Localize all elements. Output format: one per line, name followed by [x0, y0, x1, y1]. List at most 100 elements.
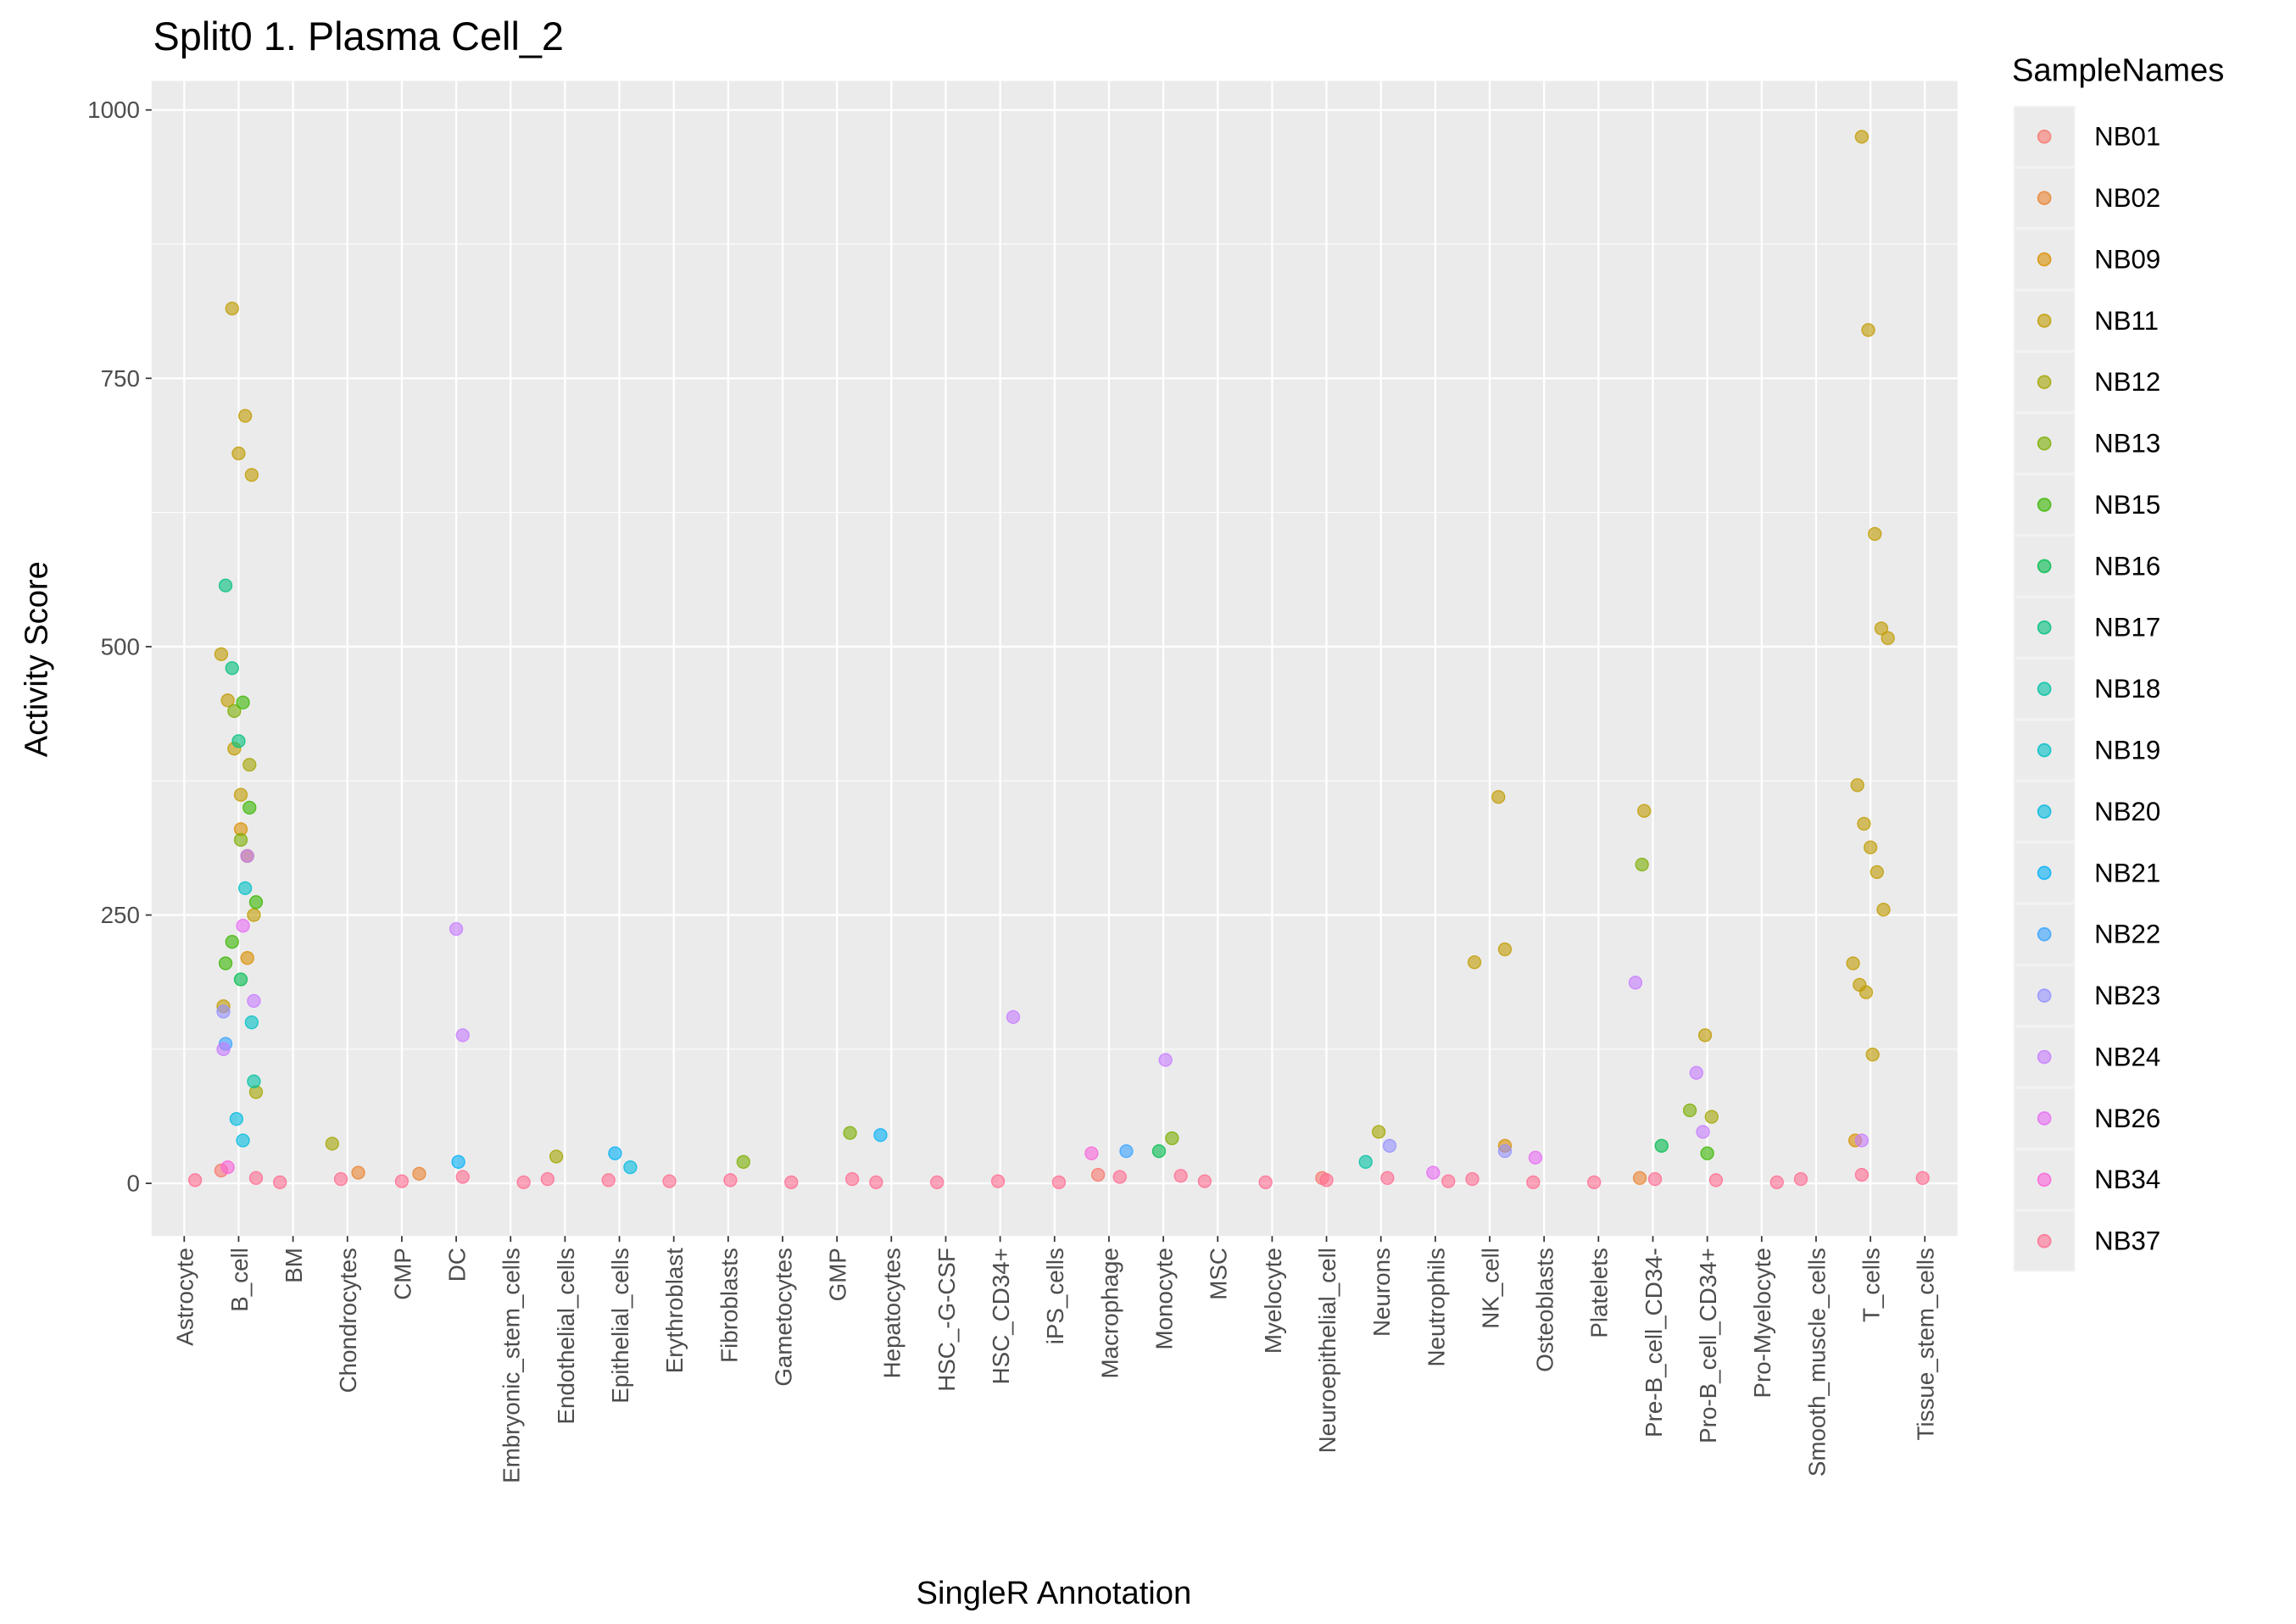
legend-marker [2037, 252, 2052, 267]
point [236, 695, 250, 709]
point [394, 1174, 410, 1188]
point [723, 1173, 738, 1187]
legend-label: NB02 [2094, 183, 2160, 213]
x-tick-label: CMP [389, 1248, 415, 1300]
point [240, 951, 254, 965]
point [237, 409, 253, 423]
point [229, 1111, 244, 1126]
y-tick-label: 1000 [87, 97, 140, 123]
point [1704, 1110, 1719, 1124]
point [333, 1171, 348, 1187]
point [930, 1175, 945, 1190]
point [247, 1074, 261, 1088]
point [990, 1174, 1006, 1188]
point [608, 1146, 622, 1160]
y-tick-label: 750 [101, 365, 140, 392]
point [214, 647, 229, 661]
x-tick-label: HSC_-G-CSF [933, 1248, 960, 1392]
point [1112, 1170, 1127, 1184]
legend-label: NB24 [2094, 1042, 2160, 1071]
point [1689, 1065, 1703, 1080]
point [225, 935, 239, 949]
x-tick-label: Fibroblasts [716, 1248, 742, 1363]
x-tick-label: Gametocytes [770, 1248, 796, 1387]
point [227, 704, 242, 719]
x-tick-label: Embryonic_stem_cells [499, 1248, 525, 1483]
point [736, 1154, 750, 1169]
point [1497, 942, 1513, 957]
point [1859, 985, 1874, 999]
x-tick-label: GMP [825, 1248, 851, 1301]
x-tick-label: Endothelial_cells [553, 1248, 579, 1424]
point [1006, 1009, 1021, 1025]
point [412, 1166, 426, 1181]
point [1380, 1171, 1395, 1185]
point [540, 1171, 555, 1187]
x-tick-label: NK_cell [1477, 1248, 1503, 1329]
legend-marker [2037, 559, 2052, 574]
point [455, 1028, 470, 1043]
point [1441, 1174, 1456, 1188]
point [240, 848, 254, 864]
point [1119, 1143, 1134, 1159]
point [1915, 1171, 1930, 1185]
legend-label: NB26 [2094, 1104, 2160, 1133]
point [247, 908, 261, 922]
point [1258, 1175, 1273, 1190]
legend-marker [2037, 1233, 2052, 1249]
point [1084, 1146, 1099, 1160]
point [1654, 1138, 1669, 1153]
x-tick-label: Neurons [1368, 1248, 1395, 1337]
point [220, 1160, 235, 1175]
legend-marker [2037, 804, 2052, 819]
point [1696, 1125, 1710, 1139]
chart-title: Split0 1. Plasma Cell_2 [153, 14, 564, 58]
x-tick-label: Erythroblast [661, 1248, 688, 1373]
point [1697, 1028, 1713, 1043]
point [516, 1175, 531, 1190]
x-tick-label: DC [443, 1248, 470, 1282]
point [242, 800, 257, 815]
x-tick-label: iPS_cells [1042, 1248, 1068, 1344]
point [1173, 1169, 1188, 1183]
x-tick-label: Hepatocytes [879, 1248, 906, 1378]
point [449, 921, 464, 937]
legend-label: NB22 [2094, 920, 2160, 949]
point [1358, 1154, 1373, 1169]
legend-label: NB01 [2094, 122, 2160, 152]
point [601, 1173, 616, 1187]
legend-label: NB19 [2094, 736, 2160, 765]
x-tick-label: Platelets [1586, 1248, 1613, 1338]
point [549, 1149, 564, 1164]
point [844, 1171, 860, 1187]
point [1846, 956, 1860, 971]
x-tick-label: Myelocyte [1260, 1248, 1286, 1354]
y-axis-title: Activity Score [19, 561, 55, 757]
legend-label: NB16 [2094, 551, 2160, 581]
point [1151, 1143, 1167, 1159]
point [1876, 903, 1891, 917]
x-tick-label: Smooth_muscle_cells [1803, 1248, 1830, 1477]
legend-marker [2037, 375, 2052, 390]
point [244, 1015, 259, 1030]
point [1863, 840, 1878, 854]
point [218, 578, 233, 592]
point [1197, 1174, 1212, 1188]
point [273, 1175, 287, 1190]
point [1371, 1125, 1386, 1139]
point [225, 301, 239, 316]
point [1881, 631, 1895, 645]
point [1857, 816, 1871, 831]
point [1861, 323, 1875, 337]
point [1587, 1175, 1602, 1190]
point [1465, 1171, 1480, 1187]
point [1632, 1171, 1647, 1185]
legend-marker [2037, 191, 2052, 205]
x-tick-label: MSC [1206, 1248, 1232, 1300]
x-tick-label: T_cells [1859, 1248, 1885, 1322]
point [451, 1154, 465, 1169]
legend-label: NB13 [2094, 429, 2160, 459]
x-tick-label: Pro-Myelocyte [1749, 1248, 1775, 1398]
x-tick-label: Macrophage [1096, 1248, 1123, 1378]
